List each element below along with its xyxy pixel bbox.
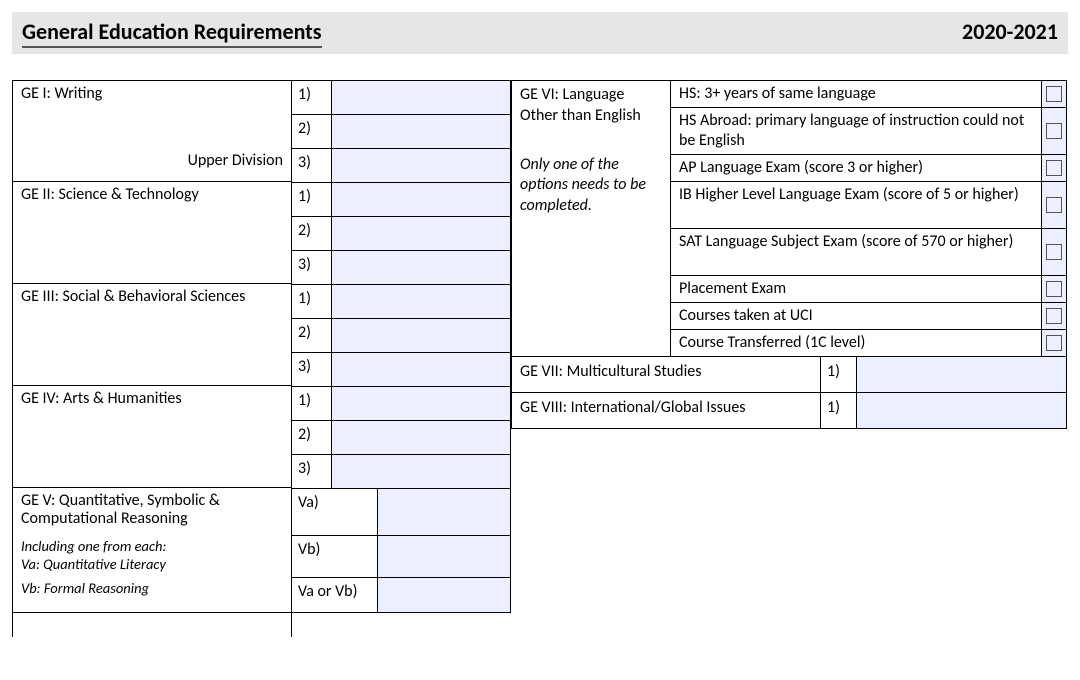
ge1-slot-1: 1) bbox=[292, 80, 332, 114]
ge3-slot-1: 1) bbox=[292, 284, 332, 318]
ge5-fill-3[interactable] bbox=[378, 577, 511, 613]
ge4-fill-1[interactable] bbox=[332, 386, 511, 420]
ge7-row: GE VII: Multicultural Studies 1) bbox=[511, 357, 1067, 393]
checkbox-icon bbox=[1046, 86, 1062, 102]
checkbox-icon bbox=[1046, 197, 1062, 213]
ge3-slot-3: 3) bbox=[292, 352, 332, 386]
ge6-opt-2: AP Language Exam (score 3 or higher) bbox=[671, 154, 1042, 181]
ge4-label-end bbox=[12, 454, 292, 488]
checkbox-icon bbox=[1046, 335, 1062, 351]
ge3-fill-3[interactable] bbox=[332, 352, 511, 386]
ge6-check-5[interactable] bbox=[1042, 275, 1067, 302]
right-column: GE VI: Language Other than English Only … bbox=[511, 80, 1067, 637]
ge6-opt-0: HS: 3+ years of same language bbox=[671, 80, 1042, 107]
ge4-label: GE IV: Arts & Humanities bbox=[12, 386, 292, 420]
ge4-slot-1: 1) bbox=[292, 386, 332, 420]
ge6-check-4[interactable] bbox=[1042, 228, 1067, 275]
page-title: General Education Requirements bbox=[22, 18, 322, 48]
ge6-opt-6: Courses taken at UCI bbox=[671, 302, 1042, 329]
ge7-slot: 1) bbox=[821, 357, 857, 393]
ge4-slot-3: 3) bbox=[292, 454, 332, 488]
ge5-fill-2[interactable] bbox=[378, 535, 511, 577]
left-stub bbox=[12, 613, 292, 637]
ge6-left-cell: GE VI: Language Other than English Only … bbox=[511, 80, 671, 357]
checkbox-icon bbox=[1046, 244, 1062, 260]
requirements-columns: GE I: Writing 1) 2) Upper Division 3) GE… bbox=[12, 80, 1068, 637]
ge6-opt-1: HS Abroad: primary language of instructi… bbox=[671, 107, 1042, 154]
ge5-note-block: Including one from each: Va: Quantitativ… bbox=[12, 535, 292, 577]
ge5-slot-1: Va) bbox=[292, 488, 378, 535]
ge7-label: GE VII: Multicultural Studies bbox=[511, 357, 821, 393]
ge5-slot-3: Va or Vb) bbox=[292, 577, 378, 613]
ge2-label-end bbox=[12, 250, 292, 284]
ge7-fill[interactable] bbox=[857, 357, 1067, 393]
ge1-slot-3: 3) bbox=[292, 148, 332, 182]
ge2-fill-3[interactable] bbox=[332, 250, 511, 284]
ge8-row: GE VIII: International/Global Issues 1) bbox=[511, 393, 1067, 429]
ge1-slot-2: 2) bbox=[292, 114, 332, 148]
ge5-note3: Vb: Formal Reasoning bbox=[12, 577, 292, 613]
left-column: GE I: Writing 1) 2) Upper Division 3) GE… bbox=[12, 80, 511, 637]
ge6-opt-5: Placement Exam bbox=[671, 275, 1042, 302]
ge6-check-7[interactable] bbox=[1042, 329, 1067, 357]
ge3-fill-2[interactable] bbox=[332, 318, 511, 352]
ge1-fill-1[interactable] bbox=[332, 80, 511, 114]
ge8-slot: 1) bbox=[821, 393, 857, 429]
ge6-opt-4: SAT Language Subject Exam (score of 570 … bbox=[671, 228, 1042, 275]
ge2-fill-1[interactable] bbox=[332, 182, 511, 216]
checkbox-icon bbox=[1046, 123, 1062, 139]
checkbox-icon bbox=[1046, 308, 1062, 324]
ge6-opt-3: IB Higher Level Language Exam (score of … bbox=[671, 181, 1042, 228]
header-year: 2020-2021 bbox=[962, 18, 1058, 45]
ge6-check-0[interactable] bbox=[1042, 80, 1067, 107]
ge3-label: GE III: Social & Behavioral Sciences bbox=[12, 284, 292, 318]
ge4-fill-3[interactable] bbox=[332, 454, 511, 488]
ge5-slot-2: Vb) bbox=[292, 535, 378, 577]
ge3-fill-1[interactable] bbox=[332, 284, 511, 318]
ge4-label-cont bbox=[12, 420, 292, 454]
ge4-slot-2: 2) bbox=[292, 420, 332, 454]
ge4-fill-2[interactable] bbox=[332, 420, 511, 454]
ge3-label-cont bbox=[12, 318, 292, 352]
ge5-note2: Va: Quantitative Literacy bbox=[21, 555, 283, 573]
ge3-slot-2: 2) bbox=[292, 318, 332, 352]
ge1-fill-3[interactable] bbox=[332, 148, 511, 182]
ge2-slot-3: 3) bbox=[292, 250, 332, 284]
ge2-label-cont bbox=[12, 216, 292, 250]
ge6-label: GE VI: Language Other than English bbox=[520, 85, 662, 127]
ge8-fill[interactable] bbox=[857, 393, 1067, 429]
ge6-check-2[interactable] bbox=[1042, 154, 1067, 181]
ge5-fill-1[interactable] bbox=[378, 488, 511, 535]
ge6-grid: GE VI: Language Other than English Only … bbox=[511, 80, 1067, 357]
ge6-opt-7: Course Transferred (1C level) bbox=[671, 329, 1042, 357]
ge2-label: GE II: Science & Technology bbox=[12, 182, 292, 216]
ge8-label: GE VIII: International/Global Issues bbox=[511, 393, 821, 429]
header-bar: General Education Requirements 2020-2021 bbox=[12, 12, 1068, 54]
ge1-upper-division: Upper Division bbox=[12, 148, 292, 182]
ge6-check-3[interactable] bbox=[1042, 181, 1067, 228]
ge5-label: GE V: Quantitative, Symbolic & Computati… bbox=[12, 488, 292, 535]
ge3-label-end bbox=[12, 352, 292, 386]
checkbox-icon bbox=[1046, 281, 1062, 297]
ge1-label: GE I: Writing bbox=[12, 80, 292, 114]
ge6-hint: Only one of the options needs to be comp… bbox=[520, 155, 662, 217]
checkbox-icon bbox=[1046, 160, 1062, 176]
ge5-note1: Including one from each: bbox=[21, 537, 283, 555]
ge6-check-6[interactable] bbox=[1042, 302, 1067, 329]
ge2-slot-1: 1) bbox=[292, 182, 332, 216]
ge1-label-cont bbox=[12, 114, 292, 148]
ge6-check-1[interactable] bbox=[1042, 107, 1067, 154]
ge2-fill-2[interactable] bbox=[332, 216, 511, 250]
ge1-fill-2[interactable] bbox=[332, 114, 511, 148]
ge2-slot-2: 2) bbox=[292, 216, 332, 250]
